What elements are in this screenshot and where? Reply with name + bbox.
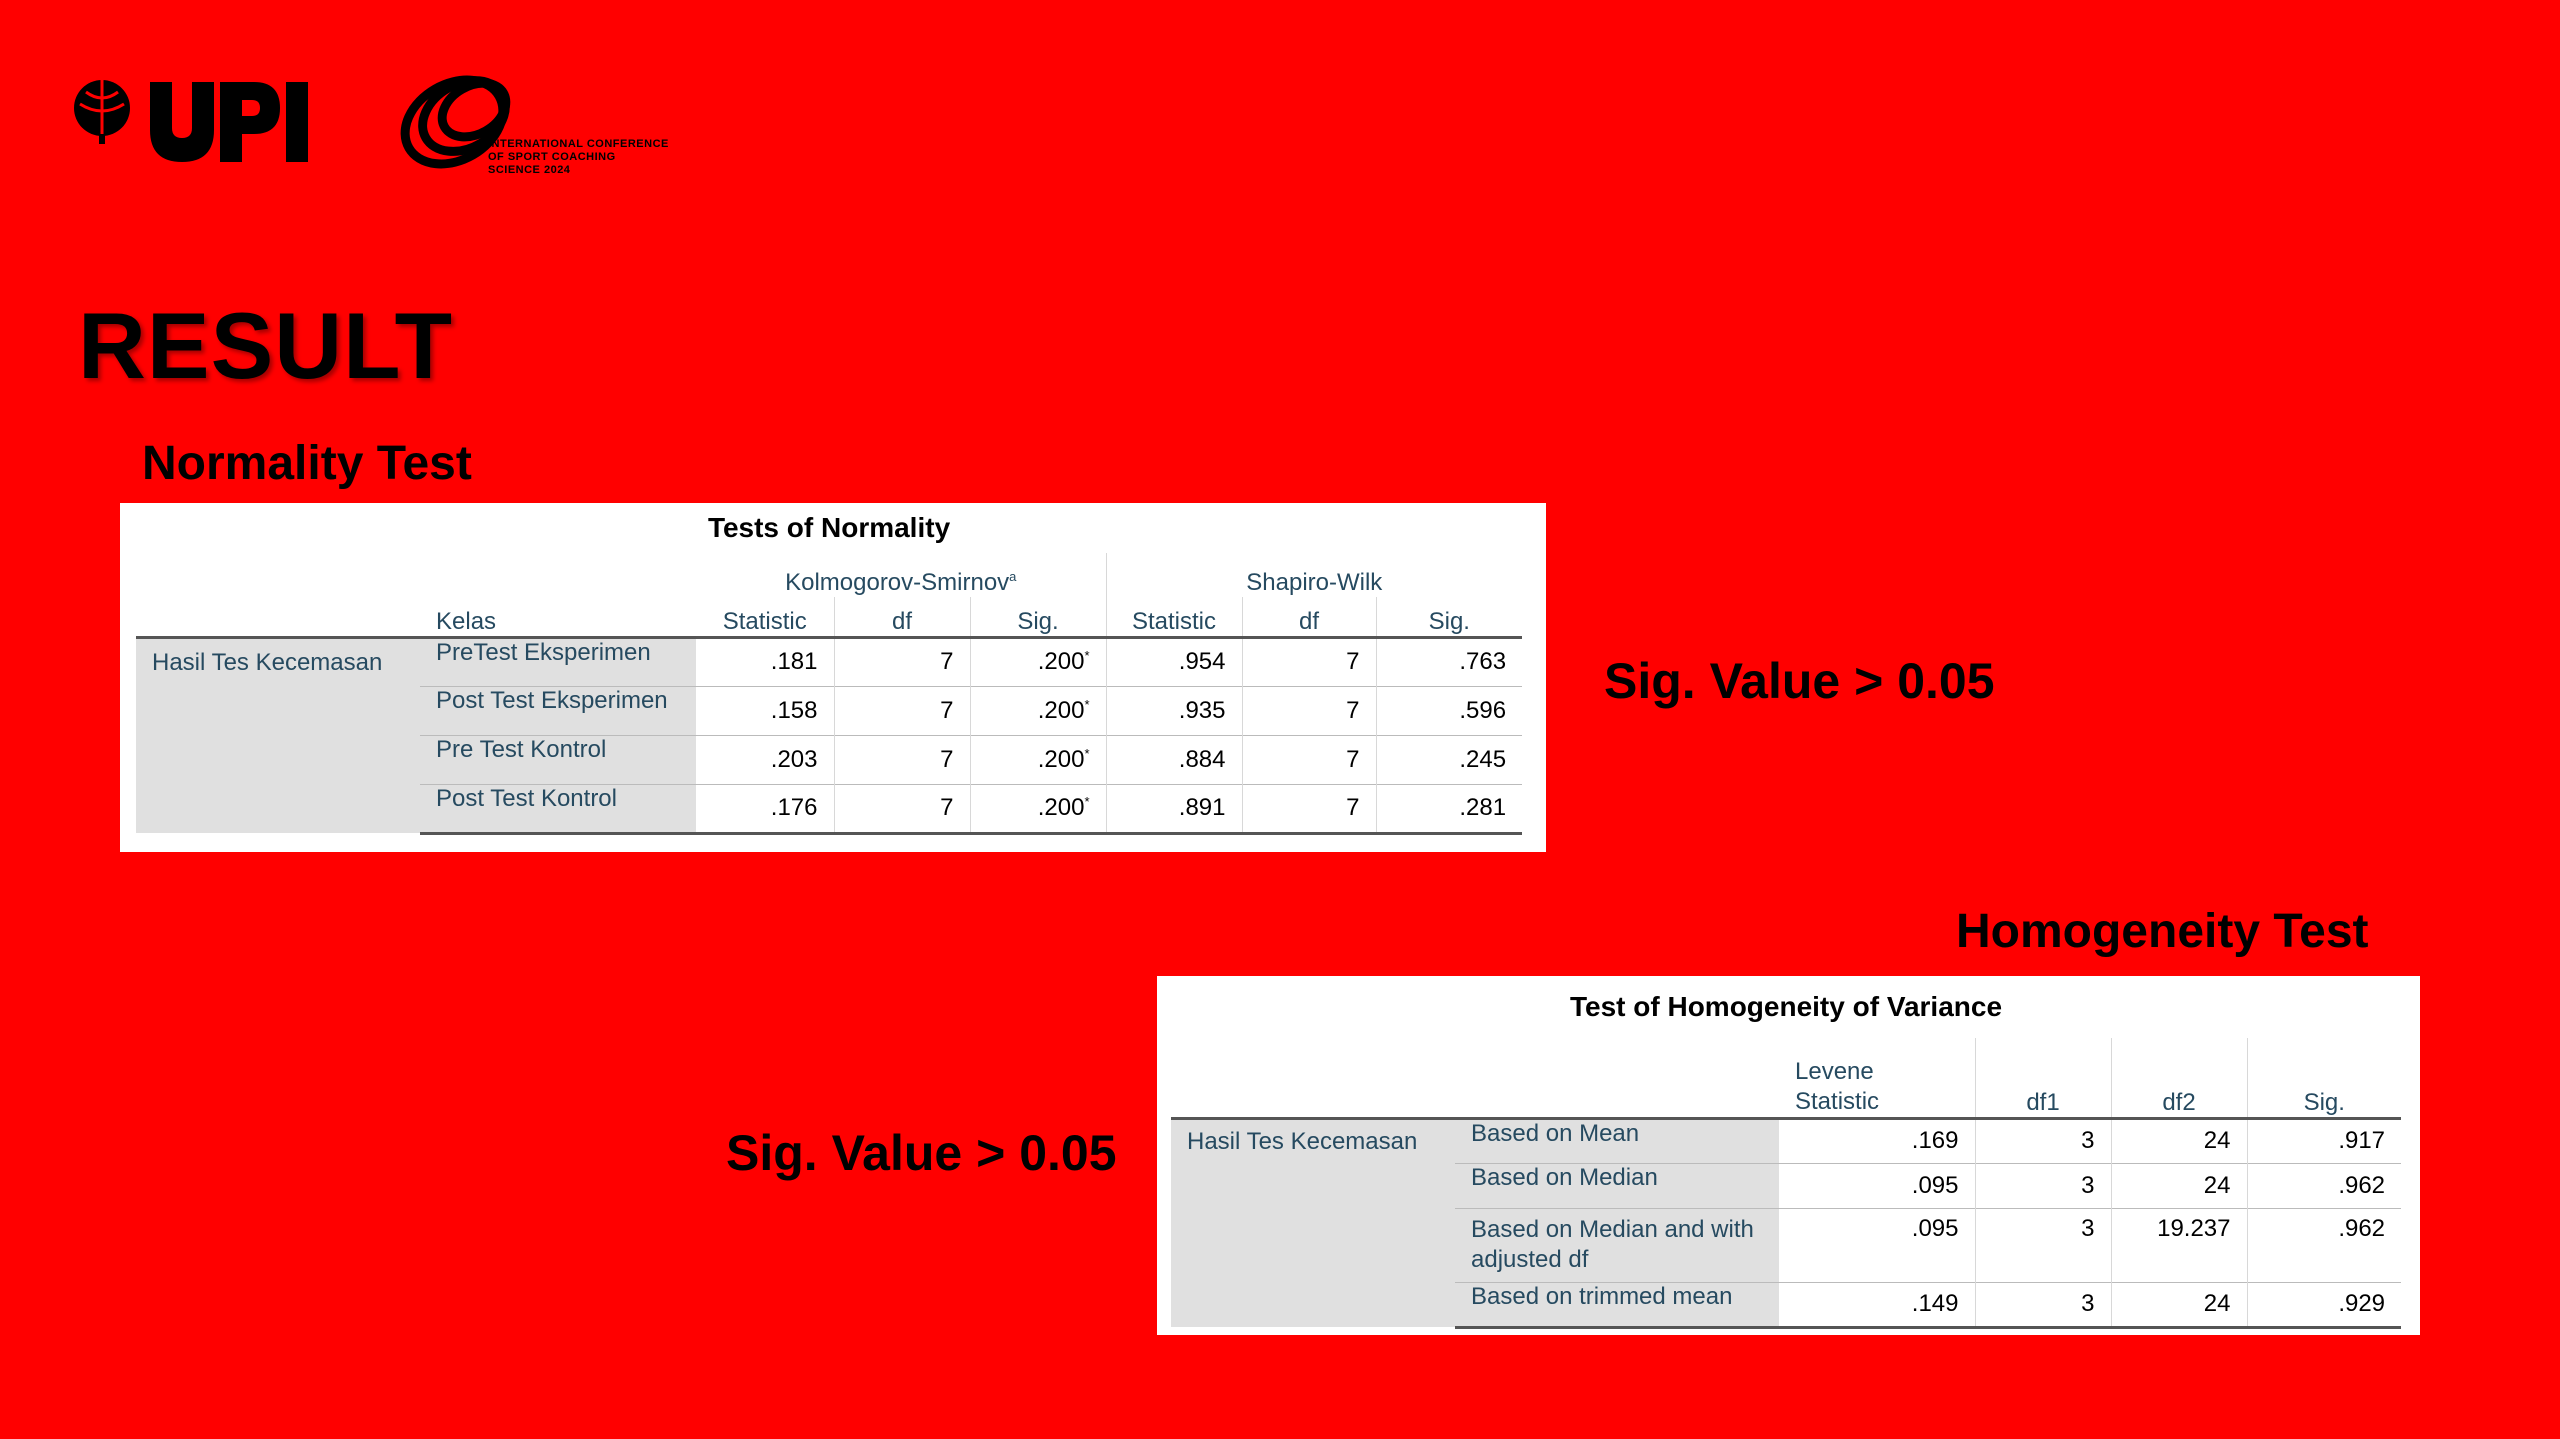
cell: 7 [833, 635, 970, 686]
cell: .962 [2246, 1162, 2402, 1208]
column-header: Sig. [969, 597, 1106, 637]
row-label: PreTest Eksperimen [420, 635, 696, 686]
cell: 24 [2110, 1162, 2247, 1208]
cell: .917 [2246, 1116, 2402, 1163]
cell: 7 [833, 685, 970, 735]
cell: .281 [1375, 783, 1523, 835]
cell: 24 [2110, 1116, 2247, 1163]
normality-sig-note: Sig. Value > 0.05 [1604, 653, 1995, 709]
cell: .929 [2246, 1281, 2402, 1329]
group-header-ks-label: Kolmogorov-Smirnov [785, 569, 1010, 596]
cell: .245 [1375, 734, 1523, 784]
cell-value: .200 [1037, 745, 1085, 773]
footnote-marker: * [1084, 745, 1090, 761]
cell-value: .200 [1037, 648, 1085, 675]
slide-title: RESULT [78, 293, 454, 398]
table-row: Based on Median .095 3 24 .962 [1171, 1162, 2402, 1208]
cell: .962 [2246, 1207, 2402, 1282]
cell: 7 [1241, 635, 1376, 686]
table-row: Post Test Kontrol .176 7 .200* .891 7 .2… [136, 783, 1523, 835]
row-label: Based on Median and with adjusted df [1455, 1207, 1779, 1282]
cell: 24 [2110, 1281, 2247, 1329]
homogeneity-sig-note: Sig. Value > 0.05 [726, 1125, 1117, 1181]
cell: .200* [969, 734, 1106, 784]
cell: 7 [1241, 685, 1376, 735]
cell: 7 [1241, 783, 1376, 835]
upi-logo [74, 80, 308, 162]
row-label: Post Test Eksperimen [420, 685, 696, 735]
column-header: df1 [1974, 1038, 2111, 1118]
cell: .763 [1375, 635, 1523, 686]
normality-table-panel: Tests of Normality Kolmogorov-Smirnova S… [120, 503, 1546, 852]
table-row: Hasil Tes Kecemasan PreTest Eksperimen .… [136, 635, 1523, 833]
cell-value: .200 [1037, 696, 1085, 724]
homogeneity-table: Test of Homogeneity of Variance Levene S… [1171, 976, 2402, 1329]
column-header: Sig. [1375, 597, 1523, 637]
cell: .884 [1105, 734, 1242, 784]
logo-text-line: INTERNATIONAL CONFERENCE [488, 138, 669, 150]
cell-value: .200 [1037, 794, 1085, 821]
homogeneity-heading: Homogeneity Test [1956, 905, 2369, 958]
footnote-marker: * [1084, 794, 1090, 809]
table-row: Pre Test Kontrol .203 7 .200* .884 7 .24… [136, 734, 1523, 784]
column-header: Statistic [722, 607, 807, 635]
cell: .954 [1105, 635, 1242, 686]
column-header: Statistic [1105, 597, 1242, 637]
table-row: Based on Median and with adjusted df .09… [1171, 1207, 2402, 1282]
cell: .181 [696, 635, 834, 686]
cell: .095 [1779, 1162, 1975, 1208]
normality-table: Tests of Normality Kolmogorov-Smirnova S… [136, 503, 1523, 835]
row-label: Based on Median [1455, 1162, 1779, 1208]
column-header: df [833, 597, 970, 637]
cell: .149 [1779, 1281, 1975, 1329]
group-header-sw: Shapiro-Wilk [1105, 553, 1523, 597]
cell: .200* [969, 783, 1106, 835]
column-header: Levene Statistic [1795, 1057, 1880, 1115]
column-header: df2 [2110, 1038, 2247, 1118]
table-row: Post Test Eksperimen .158 7 .200* .935 7… [136, 685, 1523, 735]
row-label: Pre Test Kontrol [420, 734, 696, 784]
conference-logo-text: INTERNATIONAL CONFERENCE OF SPORT COACHI… [488, 138, 728, 177]
normality-heading: Normality Test [142, 437, 472, 490]
column-header-kelas: Kelas [436, 607, 497, 635]
cell: .200* [969, 685, 1106, 735]
cell: 3 [1974, 1116, 2111, 1163]
cell: .095 [1779, 1207, 1975, 1282]
table-caption: Test of Homogeneity of Variance [1570, 991, 2003, 1022]
footnote-marker: * [1084, 648, 1090, 663]
cell: .176 [696, 783, 834, 835]
cell: 3 [1974, 1162, 2111, 1208]
cell: 3 [1974, 1281, 2111, 1329]
row-label: Post Test Kontrol [420, 783, 696, 835]
row-label: Based on trimmed mean [1455, 1281, 1779, 1329]
cell: .200* [969, 635, 1106, 686]
footnote-marker: a [1009, 569, 1017, 584]
row-group-label: Hasil Tes Kecemasan [136, 635, 420, 833]
cell: 3 [1974, 1207, 2111, 1282]
column-header: df [1241, 597, 1376, 637]
cell: .158 [696, 685, 834, 735]
cell: 7 [833, 734, 970, 784]
logo-text-line: SCIENCE 2024 [488, 164, 571, 176]
cell: .596 [1375, 685, 1523, 735]
cell: 7 [1241, 734, 1376, 784]
row-label: Based on Mean [1455, 1116, 1779, 1163]
group-header-ks: Kolmogorov-Smirnova [696, 553, 1106, 597]
footnote-marker: * [1084, 696, 1090, 712]
cell: .891 [1105, 783, 1242, 835]
conference-logo [400, 75, 511, 169]
cell: 19.237 [2110, 1207, 2247, 1282]
table-row: Hasil Tes Kecemasan Based on Mean .169 3… [1171, 1116, 2402, 1327]
column-header: Sig. [2246, 1038, 2402, 1118]
homogeneity-table-panel: Test of Homogeneity of Variance Levene S… [1157, 976, 2420, 1335]
table-caption: Tests of Normality [707, 512, 951, 543]
cell: .935 [1105, 685, 1242, 735]
cell: 7 [833, 783, 970, 835]
table-row: Based on trimmed mean .149 3 24 .929 [1171, 1281, 2402, 1329]
logo-text-line: OF SPORT COACHING [488, 151, 616, 163]
row-group-label: Hasil Tes Kecemasan [1171, 1116, 1455, 1327]
cell: .203 [696, 734, 834, 784]
cell: .169 [1779, 1116, 1975, 1163]
